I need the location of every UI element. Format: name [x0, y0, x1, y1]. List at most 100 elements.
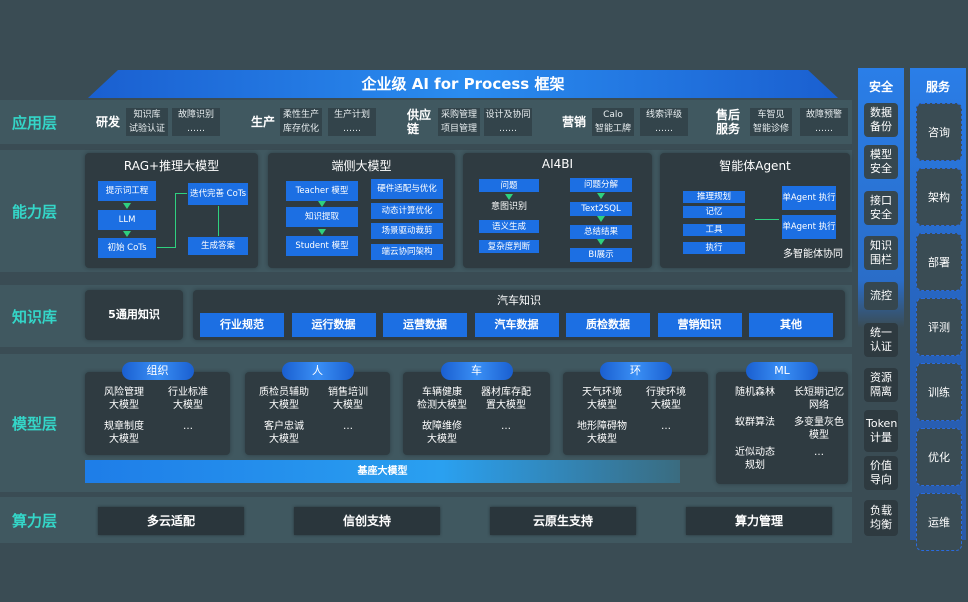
model-item-line: …	[501, 421, 511, 432]
flow-box: BI展示	[570, 248, 632, 262]
services-title: 服务	[925, 80, 950, 94]
layer-label: 算力层	[12, 512, 58, 530]
flow-box: 知识提取	[286, 207, 358, 227]
knowledge-tag: 其他	[749, 313, 833, 337]
app-item: 故障预警	[800, 108, 848, 122]
model-item: 器材库存配 置大模型	[473, 386, 539, 412]
base-model-bar: 基座大模型	[85, 460, 680, 483]
model-item-line: 大模型	[269, 434, 299, 445]
general-knowledge-box: 5通用知识	[85, 290, 183, 340]
model-panel: 风险管理 大模型 行业标准 大模型 规章制度 大模型…	[85, 372, 230, 455]
model-item-line: 大模型	[173, 400, 203, 411]
app-item: ……	[172, 122, 220, 136]
model-item-line: 长短期记忆	[794, 387, 844, 398]
layer-label: 知识库	[12, 308, 58, 326]
flow-box: 执行	[683, 242, 745, 254]
panel-title: 汽车知识	[497, 294, 541, 307]
security-item: 数据 备份	[864, 103, 898, 137]
model-item: 客户忠诚 大模型	[251, 420, 317, 446]
model-item-line: 销售培训	[328, 387, 368, 398]
model-item: …	[473, 420, 539, 433]
model-item-line: 模型	[809, 430, 829, 441]
model-item: 规章制度 大模型	[91, 420, 157, 446]
model-category-pill: 人	[281, 362, 354, 380]
flow-box: 动态计算优化	[371, 203, 443, 219]
framework-title-banner: 企业级 AI for Process 框架	[88, 70, 838, 98]
panel-title: 智能体Agent	[719, 159, 791, 173]
model-item-line: 地形障碍物	[577, 421, 627, 432]
arrow-icon	[318, 201, 326, 207]
knowledge-tag: 行业规范	[200, 313, 284, 337]
model-item-line: …	[814, 447, 824, 458]
model-item: 行业标准 大模型	[155, 386, 221, 412]
model-item-line: 大模型	[269, 400, 299, 411]
arrow-icon	[597, 193, 605, 199]
model-item: 故障维修 大模型	[409, 420, 475, 446]
model-item-line: 大模型	[587, 400, 617, 411]
service-item: 评测	[916, 298, 962, 356]
flow-box: 迭代完善 CoTs	[188, 183, 248, 205]
model-item-line: …	[183, 421, 193, 432]
app-item: 线索评级	[640, 108, 688, 122]
general-knowledge-label: 5通用知识	[108, 308, 160, 321]
model-item-line: 大模型	[109, 434, 139, 445]
security-item-label: Token 计量	[866, 417, 898, 444]
panel-title: AI4BI	[541, 157, 574, 171]
app-group-name: 售后服务	[716, 108, 741, 136]
model-item-line: 大模型	[651, 400, 681, 411]
model-item-line: 蚁群算法	[735, 417, 775, 428]
security-item: 价值 导向	[864, 456, 898, 490]
knowledge-tag: 质检数据	[566, 313, 650, 337]
model-item: …	[786, 446, 852, 459]
model-item-line: 行业标准	[168, 387, 208, 398]
app-item: 生产计划	[328, 108, 376, 122]
arrow-icon	[597, 216, 605, 222]
model-panel: 质检员辅助 大模型 销售培训 大模型 客户忠诚 大模型…	[245, 372, 390, 455]
flow-box: Teacher 模型	[286, 181, 358, 201]
model-item: 多变量灰色 模型	[786, 416, 852, 442]
compute-box: 云原生支持	[490, 507, 636, 535]
panel-rag: RAG+推理大模型 提示词工程 LLM 初始 CoTs 迭代完善 CoTs 生成答案	[85, 153, 258, 268]
model-item: 销售培训 大模型	[315, 386, 381, 412]
panel-title: RAG+推理大模型	[123, 159, 220, 173]
model-item: 行驶环境 大模型	[633, 386, 699, 412]
flow-box: 工具	[683, 224, 745, 236]
security-item: 接口 安全	[864, 191, 898, 225]
model-item-line: …	[343, 421, 353, 432]
security-item-label: 资源 隔离	[870, 371, 892, 398]
model-item: …	[633, 420, 699, 433]
arrow-icon	[318, 229, 326, 235]
model-item: 质检员辅助 大模型	[251, 386, 317, 412]
flow-box: 硬件适配与优化	[371, 179, 443, 199]
security-item: 负载 均衡	[864, 500, 898, 536]
arrow-icon	[123, 203, 131, 209]
app-item: 故障识别	[172, 108, 220, 122]
model-item-line: 器材库存配	[481, 387, 531, 398]
service-item: 架构	[916, 168, 962, 226]
security-item-label: 接口 安全	[870, 194, 892, 221]
flow-box: 场景驱动裁剪	[371, 223, 443, 239]
app-item: ……	[484, 122, 532, 136]
model-item-line: 置大模型	[486, 400, 526, 411]
app-item: ……	[640, 122, 688, 136]
model-item: 车辆健康 检测大模型	[409, 386, 475, 412]
connector-line	[175, 193, 176, 248]
model-category-pill: 组织	[121, 362, 194, 380]
flow-box: 单Agent 执行	[782, 215, 836, 239]
flow-box: 提示词工程	[98, 181, 156, 201]
model-item-line: 大模型	[333, 400, 363, 411]
connector-line	[218, 206, 219, 236]
model-item: …	[155, 420, 221, 433]
flow-box: 问题分解	[570, 178, 632, 192]
security-item-label: 流控	[870, 289, 892, 302]
flow-box: 初始 CoTs	[98, 238, 156, 258]
model-category-pill: 车	[440, 362, 513, 380]
model-item: 风险管理 大模型	[91, 386, 157, 412]
layer-label: 模型层	[12, 415, 58, 433]
security-item-label: 数据 备份	[870, 106, 892, 133]
flow-box: Text2SQL	[570, 202, 632, 216]
flow-box: 复杂度判断	[479, 240, 539, 253]
model-item-line: 行驶环境	[646, 387, 686, 398]
compute-box: 信创支持	[294, 507, 440, 535]
model-item: 随机森林	[722, 386, 788, 399]
